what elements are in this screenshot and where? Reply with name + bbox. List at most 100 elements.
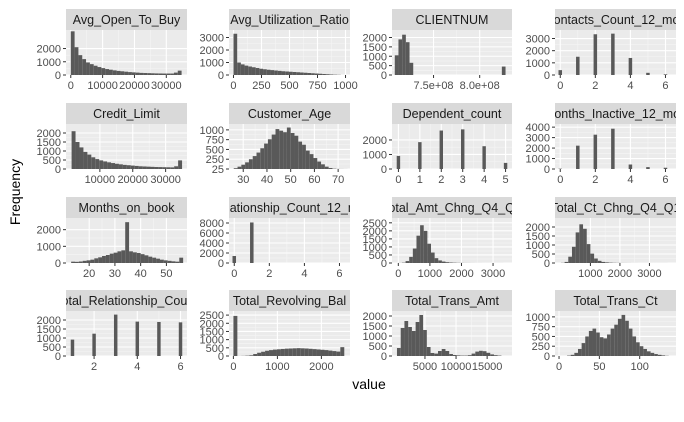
x-tick-label: 7.5e+08 bbox=[413, 80, 453, 92]
histogram-bar bbox=[657, 354, 662, 356]
histogram-bar bbox=[340, 347, 345, 356]
histogram-bar bbox=[585, 336, 589, 356]
panel-plot-area bbox=[555, 124, 676, 169]
y-tick-label: 250 bbox=[206, 154, 224, 166]
x-tick-label: 15000 bbox=[472, 361, 503, 373]
histogram-bar bbox=[75, 261, 79, 263]
y-tick-label: 1500 bbox=[200, 326, 224, 338]
histogram-bar bbox=[178, 160, 183, 169]
panel-plot-area bbox=[392, 30, 512, 75]
y-tick-label: 500 bbox=[206, 144, 224, 156]
facet-strip bbox=[66, 103, 187, 124]
x-tick-label: 6 bbox=[662, 80, 668, 92]
histogram-bar bbox=[592, 328, 597, 356]
histogram-bar bbox=[558, 70, 563, 75]
facet-strip-label: Months_Inactive_12_mon bbox=[544, 107, 684, 121]
histogram-bar bbox=[263, 69, 267, 75]
histogram-bar bbox=[280, 348, 285, 356]
histogram-bar bbox=[286, 127, 291, 169]
histogram-bar bbox=[290, 133, 295, 169]
x-tick-label: 10000 bbox=[441, 361, 472, 373]
panel-plot-area bbox=[66, 311, 187, 356]
y-tick-label: 1000 bbox=[200, 125, 224, 137]
y-tick-label: 0 bbox=[381, 70, 387, 82]
histogram-bar bbox=[251, 67, 256, 75]
panel-plot-area bbox=[66, 218, 187, 263]
histogram-bar bbox=[107, 162, 112, 169]
histogram-bar bbox=[493, 355, 498, 356]
panel-plot-area bbox=[229, 218, 350, 263]
y-tick-label: 2000 bbox=[37, 315, 61, 327]
facet-strip bbox=[66, 290, 187, 311]
histogram-bar bbox=[142, 166, 147, 169]
y-tick-label: 1000 bbox=[37, 57, 61, 69]
x-tick-label: 30 bbox=[109, 268, 121, 280]
x-tick-label: 50 bbox=[160, 268, 172, 280]
y-tick-label: 1000 bbox=[363, 331, 387, 343]
histogram-bar bbox=[266, 69, 271, 75]
histogram-bar bbox=[643, 348, 647, 356]
y-tick-label: 1500 bbox=[363, 234, 387, 246]
histogram-bar bbox=[70, 31, 75, 75]
histogram-bar bbox=[118, 164, 123, 169]
y-tick-label: 25 bbox=[212, 164, 224, 176]
histogram-bar bbox=[273, 349, 277, 356]
histogram-bar bbox=[87, 154, 92, 169]
histogram-bar bbox=[105, 255, 110, 263]
y-tick-label: 1000 bbox=[200, 58, 224, 70]
y-tick-label: 1000 bbox=[37, 241, 61, 253]
histogram-bar bbox=[261, 351, 266, 356]
panel-background bbox=[555, 124, 676, 169]
histogram-bar bbox=[121, 250, 126, 263]
histogram-bar bbox=[78, 261, 83, 263]
x-tick-label: 50 bbox=[593, 361, 605, 373]
histogram-bar bbox=[166, 73, 171, 75]
y-tick-label: 3000 bbox=[526, 34, 550, 46]
histogram-bar bbox=[303, 72, 308, 75]
histogram-bar bbox=[441, 349, 446, 356]
panel-plot-area bbox=[229, 124, 350, 169]
histogram-bar bbox=[283, 132, 287, 169]
x-tick-label: 6 bbox=[662, 174, 668, 186]
y-tick-label: 0 bbox=[55, 351, 61, 363]
x-tick-label: 40 bbox=[261, 174, 273, 186]
histogram-bar bbox=[332, 351, 337, 356]
histogram-bar bbox=[99, 160, 104, 169]
facet-strip bbox=[229, 9, 350, 30]
histogram-bar bbox=[581, 343, 586, 356]
histogram-bar bbox=[577, 348, 582, 356]
histogram-bar bbox=[663, 167, 668, 169]
histogram-bar bbox=[568, 256, 572, 263]
histogram-bar bbox=[621, 314, 626, 356]
facet-strip-label: Dependent_count bbox=[403, 107, 502, 121]
panel-months-on-book: Months_on_book 20 30 40 50 0 1000 2000 bbox=[37, 197, 187, 280]
x-tick-label: 0 bbox=[557, 174, 563, 186]
histogram-bar bbox=[264, 143, 268, 169]
histogram-bar bbox=[628, 57, 633, 75]
x-tick-label: 30000 bbox=[150, 174, 181, 186]
histogram-bar bbox=[151, 73, 155, 75]
histogram-bar bbox=[74, 47, 79, 75]
histogram-bar bbox=[416, 235, 421, 263]
x-axis-title: value bbox=[352, 376, 386, 392]
histogram-bar bbox=[71, 261, 76, 263]
x-tick-label: 6 bbox=[336, 268, 342, 280]
y-tick-label: 2000 bbox=[37, 128, 61, 140]
x-tick-label: 1000 bbox=[578, 268, 602, 280]
histogram-bar bbox=[265, 350, 270, 356]
y-tick-label: 2000 bbox=[526, 222, 550, 234]
histogram-bar bbox=[431, 252, 435, 263]
histogram-bar bbox=[178, 322, 183, 356]
y-tick-label: 2000 bbox=[200, 45, 224, 57]
histogram-bar bbox=[173, 72, 178, 75]
panel-plot-area bbox=[392, 218, 512, 263]
histogram-bar bbox=[162, 167, 167, 169]
y-tick-label: 750 bbox=[206, 135, 224, 147]
histogram-bar bbox=[167, 260, 172, 263]
histogram-bar bbox=[102, 256, 106, 263]
histogram-bar bbox=[78, 55, 83, 75]
histogram-bar bbox=[400, 328, 405, 356]
x-tick-label: 100 bbox=[631, 361, 649, 373]
histogram-bar bbox=[259, 68, 264, 75]
